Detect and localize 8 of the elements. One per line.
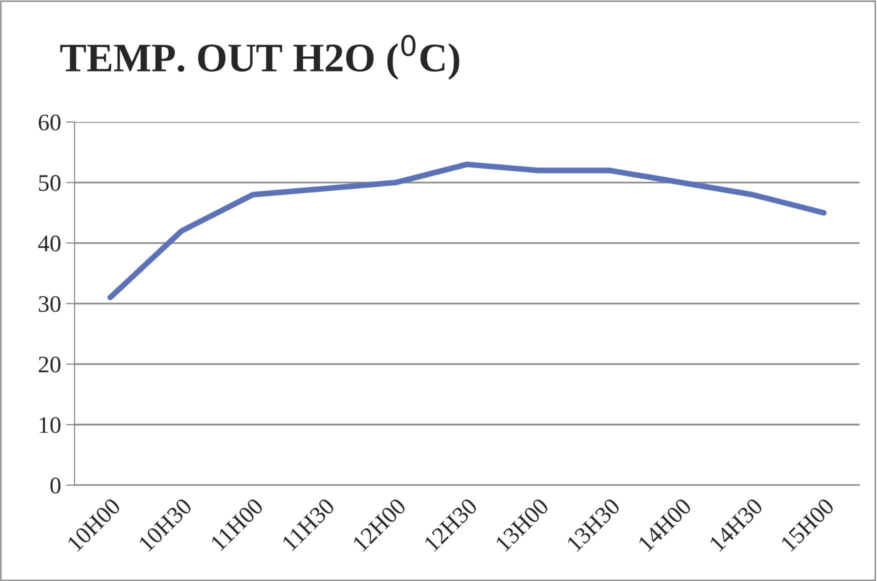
- y-tick-label: 50: [39, 175, 60, 191]
- y-tick-label: 30: [38, 296, 60, 312]
- y-tick-label: 40: [38, 236, 60, 252]
- y-tick-label: 0: [50, 478, 60, 494]
- chart-title: TEMP. OUT H2O ($^{0}$C): [60, 34, 460, 80]
- y-tick-label: 20: [38, 356, 60, 373]
- y-tick-label: 10: [40, 417, 60, 434]
- y-tick-label: 60: [38, 114, 60, 130]
